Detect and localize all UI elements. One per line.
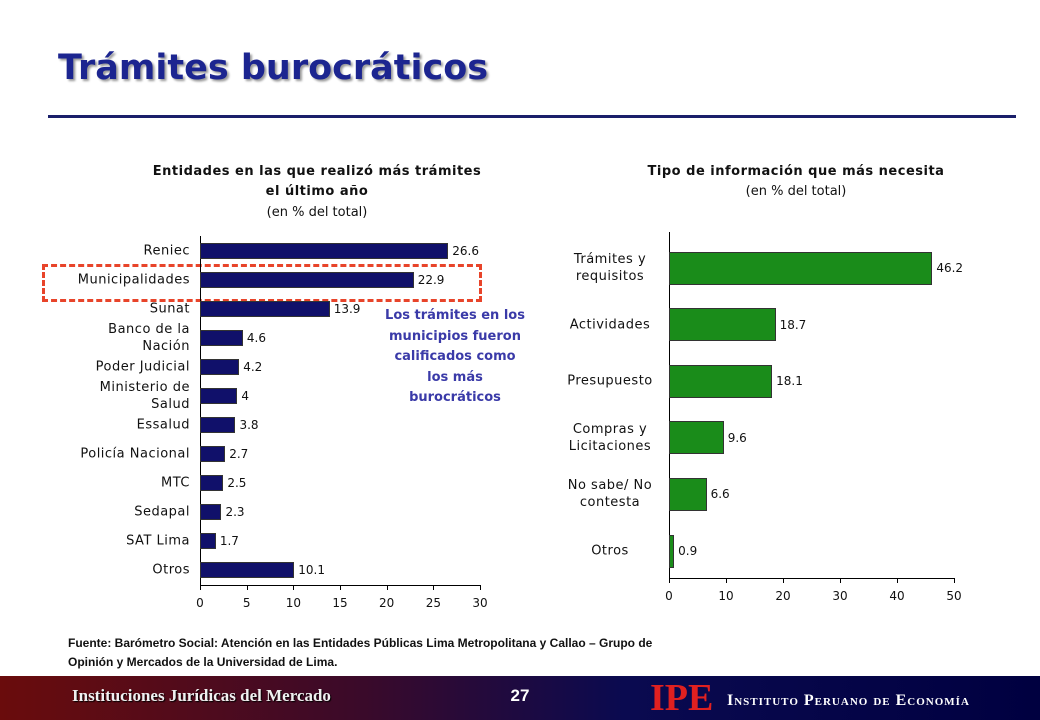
x-tick [433,585,435,590]
x-tick-label: 30 [472,596,488,610]
bar [200,533,216,549]
value-label: 2.7 [229,447,249,461]
value-label: 46.2 [936,261,964,275]
x-tick [954,578,955,583]
x-tick [726,578,727,583]
bar [200,388,238,404]
bar [669,308,776,342]
bar [669,421,724,455]
bar [200,330,243,346]
x-tick [897,578,898,583]
value-label: 2.5 [227,476,247,490]
bar [669,534,675,568]
bar [669,477,707,511]
logo: IPE [650,677,714,719]
category-label: Actividades [569,317,651,333]
bar [669,251,933,285]
x-tick [480,585,481,590]
value-label: 0.9 [678,544,698,558]
y-axis [200,236,201,585]
x-tick [669,578,670,583]
chart-title: Entidades en las que realizó más trámite… [152,164,482,199]
value-label: 10.1 [298,563,325,577]
bar [669,364,773,398]
value-label: 4.2 [243,360,263,374]
category-label: No sabe/ No contesta [567,478,653,511]
x-tick [200,585,201,590]
x-tick-label: 30 [832,589,848,603]
chart-subtitle: (en % del total) [266,205,368,220]
category-label: Reniec [143,243,190,259]
chart-subtitle: (en % del total) [745,184,847,199]
x-tick-label: 20 [379,596,395,610]
x-tick-label: 40 [889,589,905,603]
bar [200,359,240,375]
x-tick [386,585,388,590]
category-label: Essalud [136,417,190,433]
x-axis [669,578,954,579]
title-rule [48,115,1016,118]
chart-title: Tipo de información que más necesita [647,164,945,179]
value-label: 18.7 [779,317,807,332]
category-label: MTC [161,475,190,491]
x-tick-label: 50 [946,589,962,603]
category-label: Ministerio de Salud [99,380,190,412]
y-axis [669,232,670,578]
value-label: 22.9 [417,273,445,287]
x-tick-label: 10 [718,589,734,603]
bar [200,504,222,520]
x-tick [246,585,248,590]
value-label: 1.7 [219,534,239,548]
category-label: Sedapal [134,504,190,520]
slide-title: Trámites burocráticos [58,48,489,88]
x-tick-label: 15 [332,596,348,610]
bar [200,243,449,259]
x-tick [293,585,295,590]
annotation: Los trámites en los municipios fueron ca… [385,308,525,405]
category-label: Banco de la Nación [108,322,190,354]
bar [200,272,414,288]
x-tick [840,578,841,583]
value-label: 4.6 [246,331,267,345]
bar [200,417,236,433]
value-label: 13.9 [333,302,361,316]
value-label: 2.3 [225,505,245,519]
value-label: 3.8 [239,418,259,432]
category-label: Policía Nacional [80,446,190,462]
category-label: Compras y Licitaciones [568,421,652,454]
category-label: Sunat [149,301,190,317]
footer-bar [0,676,1040,720]
x-tick [340,585,341,590]
logo-text: Instituto Peruano de Economía [727,692,970,709]
category-label: Poder Judicial [95,359,190,375]
value-label: 9.6 [727,430,747,445]
page-number: 27 [510,686,530,705]
category-label: SAT Lima [126,533,190,549]
x-tick-label: 0 [665,589,673,603]
bar [200,446,226,462]
x-tick-label: 10 [285,596,301,610]
bar [200,301,330,317]
footer-text: Instituciones Jurídicas del Mercado [72,686,331,705]
x-tick-label: 20 [775,589,791,603]
highlight-box [42,264,482,302]
bar [200,475,224,491]
value-label: 4 [241,389,249,403]
source-note: Fuente: Barómetro Social: Atención en la… [68,636,653,669]
x-tick-label: 25 [425,596,441,610]
x-tick-label: 5 [242,596,251,610]
category-label: Presupuesto [567,373,653,389]
category-label: Municipalidades [77,272,190,288]
x-tick [783,578,784,583]
category-label: Trámites y requisitos [573,252,647,284]
value-label: 18.1 [776,374,803,389]
category-label: Otros [591,543,629,559]
value-label: 26.6 [452,244,479,258]
x-tick-label: 0 [196,596,204,610]
value-label: 6.6 [710,487,730,502]
bar [200,562,295,578]
category-label: Otros [152,562,190,578]
